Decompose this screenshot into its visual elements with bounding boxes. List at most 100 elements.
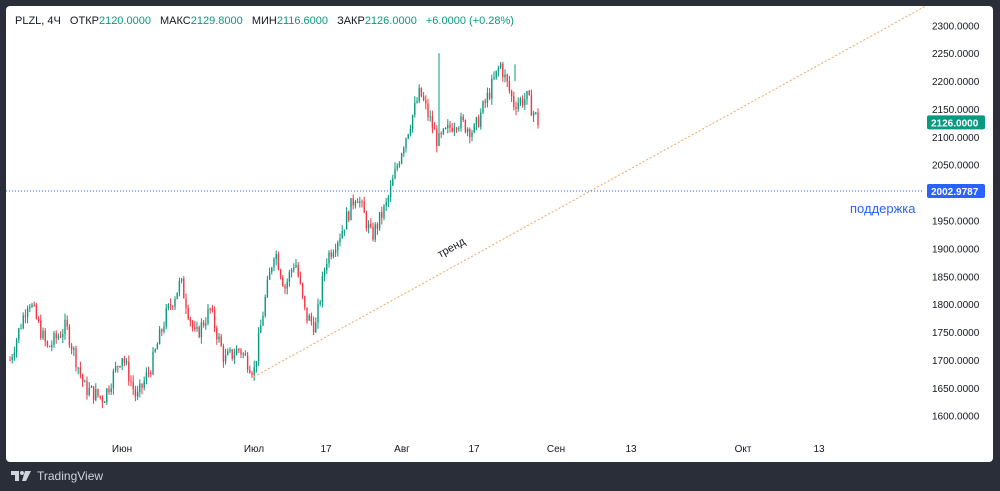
candle-body — [519, 98, 522, 104]
candle-body — [240, 349, 242, 355]
candle-body — [473, 124, 475, 133]
candle-body — [97, 388, 99, 396]
candle-body — [372, 227, 374, 240]
price-tick-label: 1700.0000 — [932, 356, 980, 367]
candle-body — [187, 308, 189, 319]
candle-body — [255, 361, 258, 367]
candle-body — [282, 277, 284, 287]
candle-body — [112, 370, 115, 389]
candle-body — [92, 386, 95, 401]
candle-body — [279, 269, 282, 278]
footer-brand[interactable]: TradingView — [10, 467, 103, 485]
candle-body — [235, 348, 238, 356]
candle-body — [350, 198, 352, 221]
candle-body — [499, 63, 502, 69]
candle-body — [260, 325, 262, 333]
price-tick-label: 1650.0000 — [932, 384, 980, 395]
price-tick-label: 1600.0000 — [932, 412, 980, 423]
candle-body — [504, 74, 506, 78]
candle-body — [422, 96, 425, 100]
candle-body — [57, 336, 60, 339]
candle-body — [9, 359, 11, 361]
candle-body — [257, 332, 260, 362]
candle-body — [383, 205, 385, 218]
candle-body — [158, 329, 161, 345]
candle-body — [506, 74, 508, 82]
candle-body — [418, 87, 420, 102]
candle-body — [211, 308, 214, 311]
candle-body — [207, 308, 209, 324]
candle-body — [22, 315, 24, 329]
price-axis: 1600.0000 1650.0000 1700.0000 1750.0000 1800… — [932, 21, 980, 422]
candle-body — [528, 91, 530, 95]
candle-body — [33, 304, 35, 306]
price-badges: 2126.0000 2002.9787 — [927, 115, 985, 198]
candle-body — [59, 336, 62, 338]
candle-body — [326, 263, 328, 271]
svg-text:2002.9787: 2002.9787 — [931, 187, 979, 198]
candle-body — [348, 211, 350, 221]
candle-body — [224, 354, 227, 362]
candle-body — [400, 153, 403, 164]
candle-body — [70, 345, 73, 350]
candle-body — [480, 112, 482, 127]
candle-body — [169, 304, 172, 307]
candle-body — [68, 326, 71, 346]
candle-body — [238, 348, 240, 350]
candle-body — [491, 78, 493, 99]
time-tick-label: Июн — [112, 444, 132, 455]
candle-body — [306, 307, 308, 321]
chart-canvas[interactable]: тренд поддержка 1600.0000 1650.0000 1700.0… — [6, 6, 993, 462]
candle-body — [154, 349, 156, 352]
candle-body — [409, 128, 412, 135]
close-label: ЗАКР — [337, 15, 365, 27]
candle-body — [442, 128, 445, 134]
candle-body — [332, 252, 335, 257]
candle-body — [277, 254, 280, 270]
candle-body — [497, 68, 500, 71]
symbol-timeframe[interactable]: PLZL, 4Ч — [15, 15, 61, 27]
candle-body — [425, 99, 427, 104]
candle-body — [53, 333, 55, 345]
time-tick-label: 17 — [320, 444, 332, 455]
tradingview-logo-icon — [11, 471, 31, 481]
candle-body — [246, 355, 249, 370]
candle-body — [194, 327, 196, 330]
candle-body — [343, 229, 346, 231]
candle-body — [429, 116, 431, 118]
candle-body — [458, 128, 460, 130]
candle-body — [95, 388, 97, 401]
candle-body — [440, 133, 442, 135]
candle-body — [216, 328, 218, 340]
candle-body — [341, 230, 343, 239]
candle-body — [62, 334, 64, 338]
time-tick-label: Авг — [394, 444, 410, 455]
candle-body — [117, 366, 119, 368]
candle-body — [374, 224, 376, 240]
candle-body — [46, 341, 49, 347]
chart-frame: тренд поддержка 1600.0000 1650.0000 1700.0… — [6, 6, 993, 462]
candle-body — [55, 333, 57, 339]
candle-body — [290, 269, 293, 273]
candle-body — [18, 328, 20, 340]
candle-body — [535, 112, 537, 114]
candle-body — [367, 224, 370, 229]
candle-body — [202, 322, 205, 326]
candle-body — [405, 138, 407, 148]
candle-body — [396, 166, 398, 169]
candle-body — [253, 366, 255, 375]
candle-body — [319, 301, 321, 304]
candle-body — [378, 212, 381, 229]
candle-body — [453, 128, 456, 132]
candle-body — [172, 306, 174, 308]
open-value: 2120.0000 — [98, 15, 151, 27]
candle-body — [392, 178, 394, 186]
candle-body — [114, 366, 117, 371]
candle-body — [304, 296, 306, 308]
candle-body — [471, 132, 473, 137]
high-label: МАКС — [160, 15, 191, 27]
candle-body — [354, 201, 357, 206]
candle-body — [271, 267, 273, 273]
candle-body — [121, 358, 123, 367]
candle-body — [451, 128, 453, 132]
